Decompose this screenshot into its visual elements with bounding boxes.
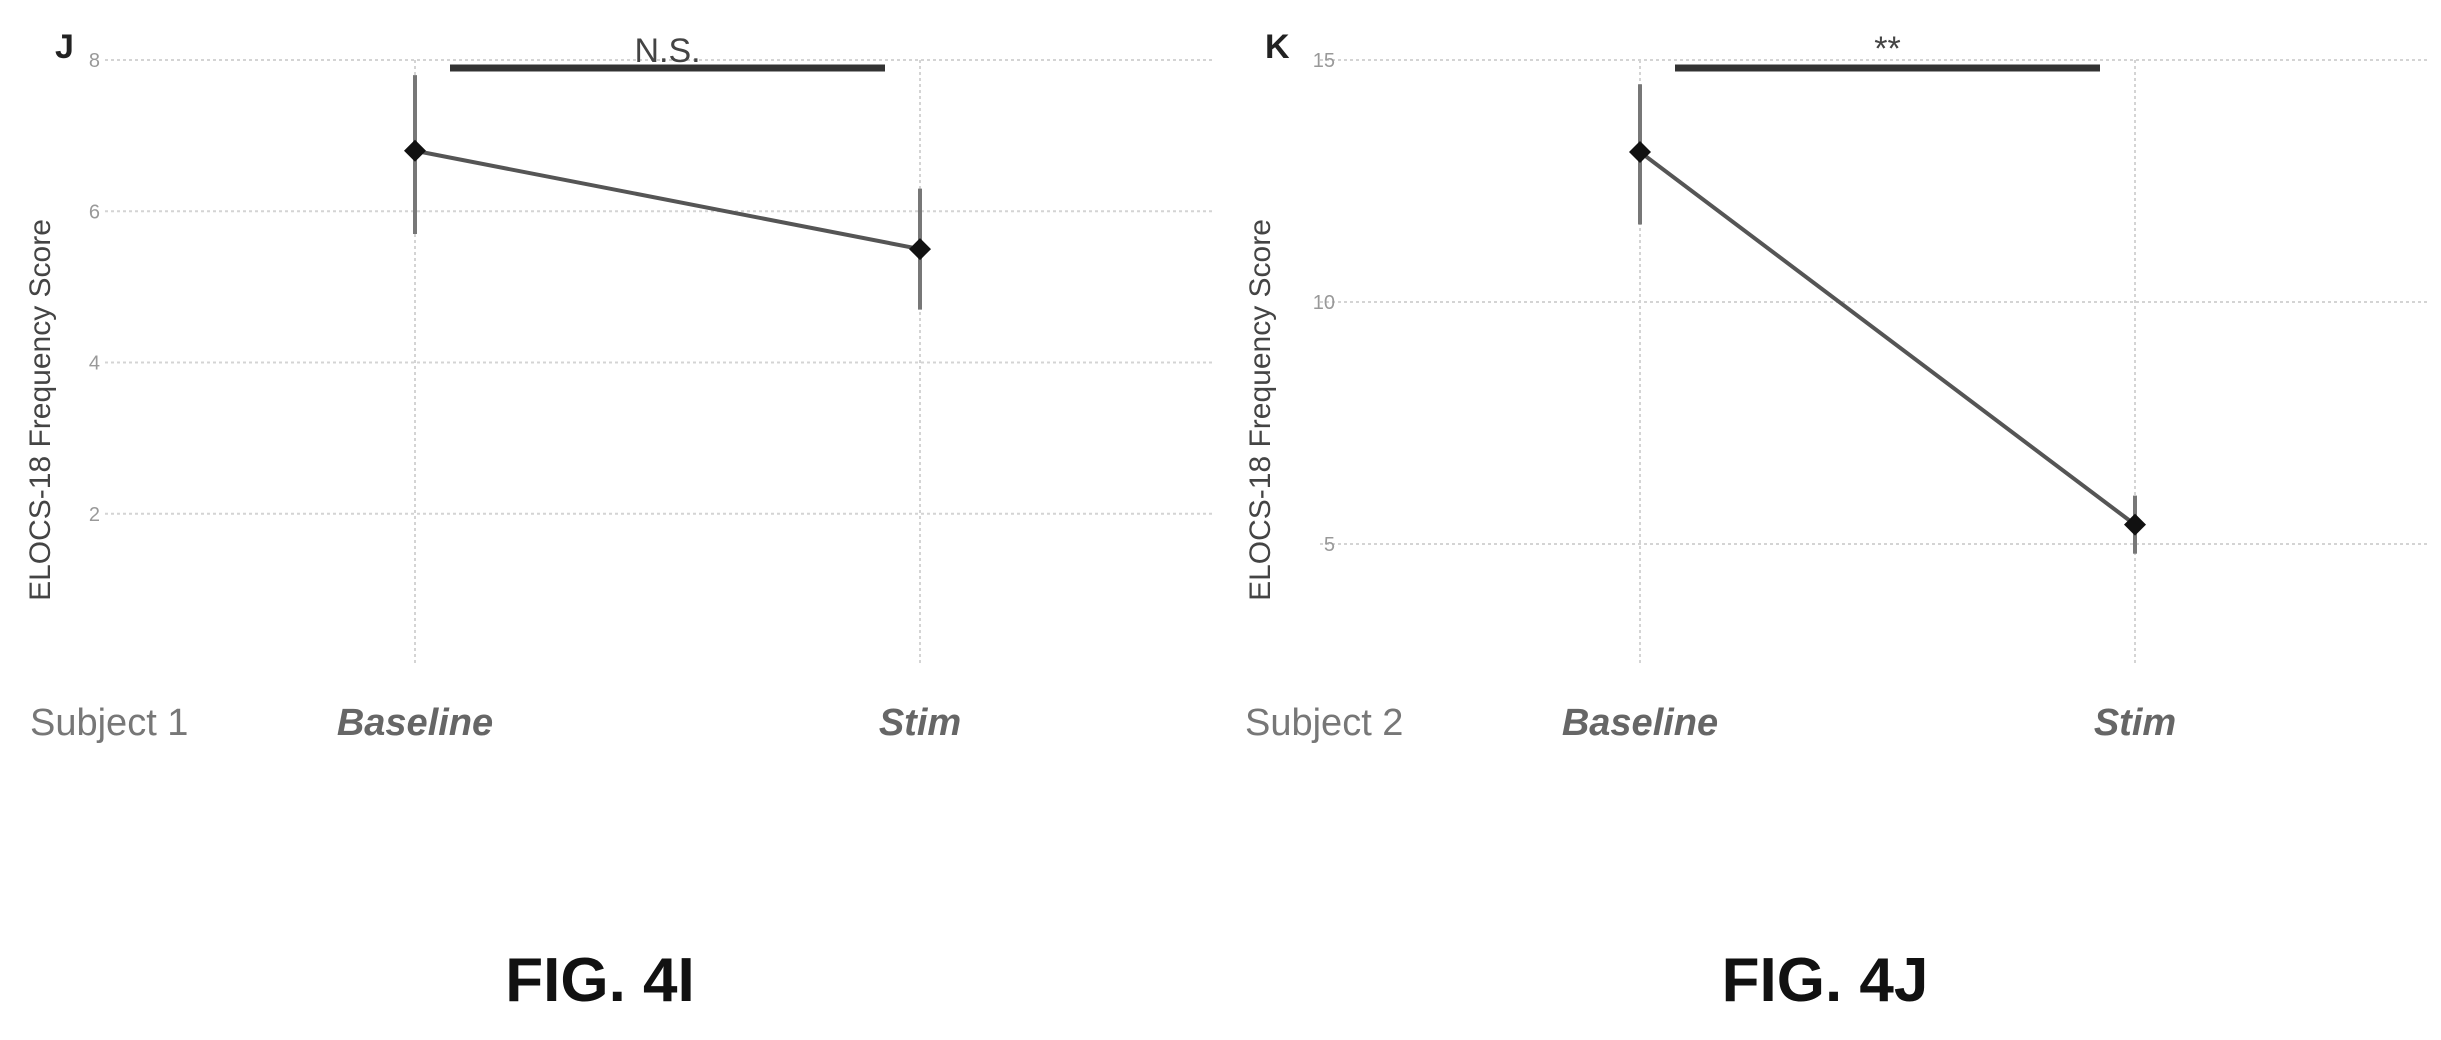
y-axis-label-k: ELOCS-18 Frequency Score <box>1244 219 1277 601</box>
x-tick-label-j: Baseline <box>337 702 493 744</box>
y-tick-label-j: 6 <box>89 201 100 223</box>
series-line-j <box>414 148 921 252</box>
y-tick-label-j: 4 <box>89 353 100 375</box>
figure-caption-4j: FIG. 4J <box>1721 946 1929 1015</box>
y-tick-label-k: 15 <box>1313 50 1335 72</box>
significance-label-k: ** <box>1874 30 1900 68</box>
subject-label-k: Subject 2 <box>1245 702 1403 744</box>
significance-label-j: N.S. <box>634 32 700 70</box>
figure-caption-4i: FIG. 4I <box>505 946 695 1015</box>
data-point-k <box>2124 513 2146 536</box>
data-point-j <box>404 139 426 162</box>
y-tick-label-j: 8 <box>89 50 100 72</box>
y-tick-label-k: 10 <box>1313 292 1335 314</box>
y-tick-label-j: 2 <box>89 504 100 526</box>
y-tick-label-k: 5 <box>1324 534 1335 556</box>
panel-label-k: K <box>1265 28 1290 66</box>
data-point-j <box>909 238 931 261</box>
x-tick-label-k: Baseline <box>1562 702 1718 744</box>
y-axis-label-j: ELOCS-18 Frequency Score <box>24 219 57 601</box>
series-line-k <box>1638 150 2137 527</box>
data-point-k <box>1629 140 1651 163</box>
x-tick-label-k: Stim <box>2094 702 2176 744</box>
x-tick-label-j: Stim <box>879 702 961 744</box>
subject-label-j: Subject 1 <box>30 702 188 744</box>
panel-label-j: J <box>55 28 74 66</box>
